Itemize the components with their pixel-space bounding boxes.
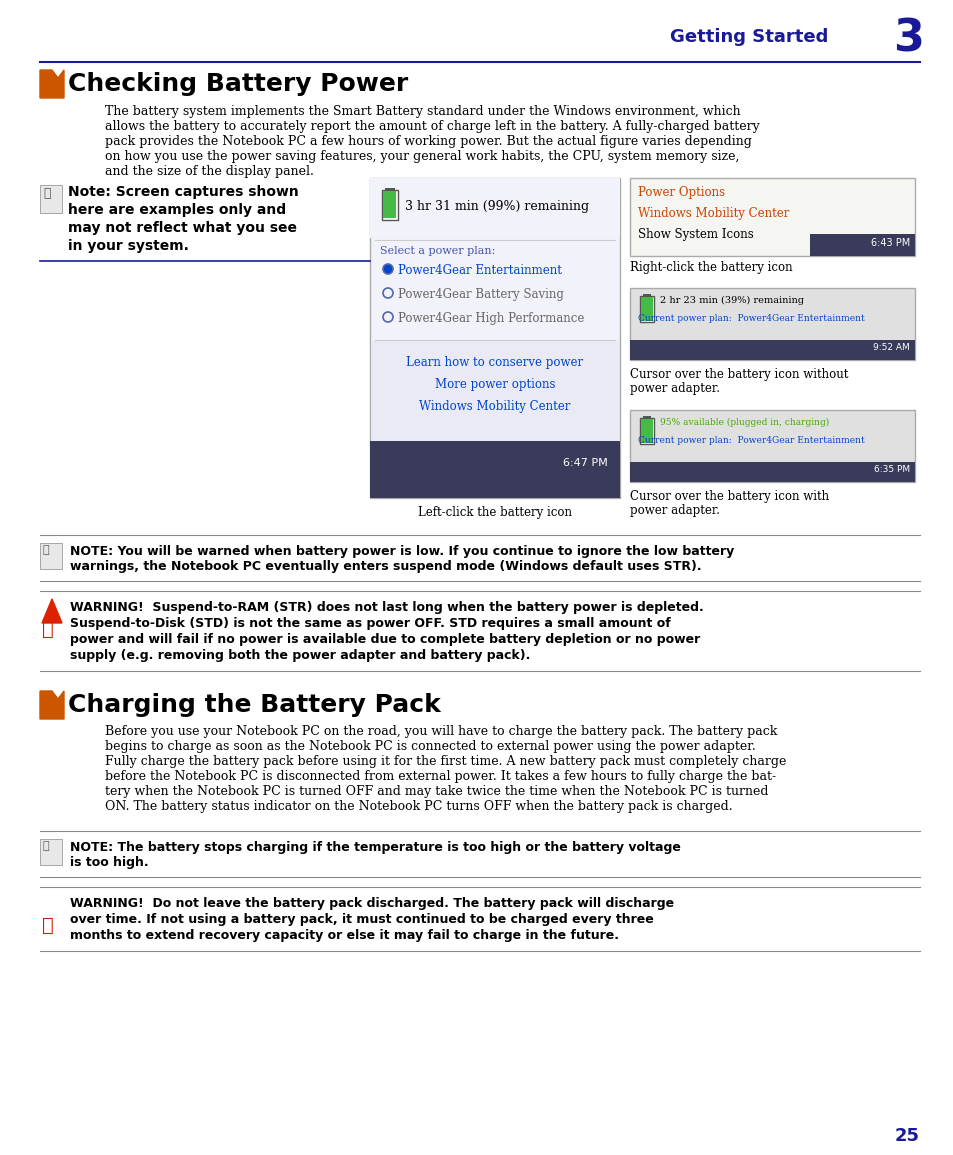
Text: Select a power plan:: Select a power plan: — [379, 246, 495, 256]
Text: Power4Gear Entertainment: Power4Gear Entertainment — [397, 264, 561, 277]
FancyBboxPatch shape — [385, 188, 395, 192]
Text: Power4Gear Battery Saving: Power4Gear Battery Saving — [397, 288, 563, 301]
Text: Right-click the battery icon: Right-click the battery icon — [629, 261, 792, 274]
Text: Checking Battery Power: Checking Battery Power — [68, 72, 408, 96]
FancyBboxPatch shape — [629, 462, 914, 482]
Polygon shape — [40, 70, 64, 98]
Text: allows the battery to accurately report the amount of charge left in the battery: allows the battery to accurately report … — [105, 120, 759, 133]
Text: Power4Gear High Performance: Power4Gear High Performance — [397, 312, 584, 325]
Text: warnings, the Notebook PC eventually enters suspend mode (Windows default uses S: warnings, the Notebook PC eventually ent… — [70, 560, 700, 573]
Text: 6:35 PM: 6:35 PM — [873, 465, 909, 474]
Text: pack provides the Notebook PC a few hours of working power. But the actual figur: pack provides the Notebook PC a few hour… — [105, 135, 751, 148]
Text: 3 hr 31 min (99%) remaining: 3 hr 31 min (99%) remaining — [405, 200, 589, 213]
FancyBboxPatch shape — [809, 234, 914, 256]
Text: Current power plan:  Power4Gear Entertainment: Current power plan: Power4Gear Entertain… — [638, 314, 863, 323]
Text: Suspend-to-Disk (STD) is not the same as power OFF. STD requires a small amount : Suspend-to-Disk (STD) is not the same as… — [70, 617, 670, 629]
FancyBboxPatch shape — [371, 341, 618, 441]
Text: months to extend recovery capacity or else it may fail to charge in the future.: months to extend recovery capacity or el… — [70, 929, 618, 942]
Text: tery when the Notebook PC is turned OFF and may take twice the time when the Not: tery when the Notebook PC is turned OFF … — [105, 785, 768, 798]
Text: NOTE: The battery stops charging if the temperature is too high or the battery v: NOTE: The battery stops charging if the … — [70, 841, 680, 854]
Text: ☎: ☎ — [42, 917, 53, 936]
Text: Note: Screen captures shown: Note: Screen captures shown — [68, 185, 298, 199]
FancyBboxPatch shape — [629, 340, 914, 360]
Text: power and will fail if no power is available due to complete battery depletion o: power and will fail if no power is avail… — [70, 633, 700, 646]
Text: Cursor over the battery icon with: Cursor over the battery icon with — [629, 490, 828, 502]
Text: Charging the Battery Pack: Charging the Battery Pack — [68, 693, 440, 717]
Text: over time. If not using a battery pack, it must continued to be charged every th: over time. If not using a battery pack, … — [70, 912, 653, 926]
Text: ✏: ✏ — [43, 187, 51, 200]
Text: supply (e.g. removing both the power adapter and battery pack).: supply (e.g. removing both the power ada… — [70, 649, 530, 662]
Text: ✏: ✏ — [43, 545, 50, 556]
Text: Power Options: Power Options — [638, 186, 724, 199]
Text: Learn how to conserve power: Learn how to conserve power — [406, 356, 583, 368]
FancyBboxPatch shape — [370, 178, 619, 498]
Text: 2 hr 23 min (39%) remaining: 2 hr 23 min (39%) remaining — [659, 296, 803, 305]
Text: here are examples only and: here are examples only and — [68, 203, 286, 217]
FancyBboxPatch shape — [40, 543, 62, 569]
Polygon shape — [40, 691, 64, 720]
Text: 6:43 PM: 6:43 PM — [870, 238, 909, 248]
FancyBboxPatch shape — [370, 441, 619, 498]
FancyBboxPatch shape — [370, 178, 619, 238]
Text: ☎: ☎ — [42, 621, 53, 639]
Text: 9:52 AM: 9:52 AM — [872, 343, 909, 352]
Text: ✏: ✏ — [43, 841, 50, 851]
Text: begins to charge as soon as the Notebook PC is connected to external power using: begins to charge as soon as the Notebook… — [105, 740, 755, 753]
FancyBboxPatch shape — [40, 839, 62, 865]
Text: Fully charge the battery pack before using it for the first time. A new battery : Fully charge the battery pack before usi… — [105, 755, 785, 768]
FancyBboxPatch shape — [629, 410, 914, 482]
Text: More power options: More power options — [435, 378, 555, 392]
FancyBboxPatch shape — [629, 178, 914, 256]
FancyBboxPatch shape — [640, 419, 652, 444]
Circle shape — [382, 264, 393, 274]
Text: Windows Mobility Center: Windows Mobility Center — [638, 207, 788, 219]
Text: in your system.: in your system. — [68, 239, 189, 253]
FancyBboxPatch shape — [642, 295, 650, 297]
Text: power adapter.: power adapter. — [629, 504, 720, 517]
FancyBboxPatch shape — [639, 418, 654, 444]
Text: may not reflect what you see: may not reflect what you see — [68, 221, 296, 234]
Text: on how you use the power saving features, your general work habits, the CPU, sys: on how you use the power saving features… — [105, 150, 739, 163]
Text: 6:47 PM: 6:47 PM — [562, 459, 607, 468]
Text: The battery system implements the Smart Battery standard under the Windows envir: The battery system implements the Smart … — [105, 105, 740, 118]
Text: Getting Started: Getting Started — [669, 28, 827, 46]
Text: before the Notebook PC is disconnected from external power. It takes a few hours: before the Notebook PC is disconnected f… — [105, 770, 776, 783]
FancyBboxPatch shape — [40, 185, 62, 213]
Text: Current power plan:  Power4Gear Entertainment: Current power plan: Power4Gear Entertain… — [638, 435, 863, 445]
FancyBboxPatch shape — [640, 297, 652, 321]
Text: NOTE: You will be warned when battery power is low. If you continue to ignore th: NOTE: You will be warned when battery po… — [70, 545, 734, 558]
Text: 95% available (plugged in, charging): 95% available (plugged in, charging) — [659, 418, 828, 427]
Text: Show System Icons: Show System Icons — [638, 228, 753, 241]
FancyBboxPatch shape — [639, 296, 654, 322]
Text: ON. The battery status indicator on the Notebook PC turns OFF when the battery p: ON. The battery status indicator on the … — [105, 800, 732, 813]
Text: Left-click the battery icon: Left-click the battery icon — [417, 506, 572, 519]
FancyBboxPatch shape — [381, 191, 397, 219]
Text: 25: 25 — [894, 1127, 919, 1145]
FancyBboxPatch shape — [642, 416, 650, 419]
Text: is too high.: is too high. — [70, 856, 149, 869]
Text: WARNING!  Suspend-to-RAM (STR) does not last long when the battery power is depl: WARNING! Suspend-to-RAM (STR) does not l… — [70, 601, 703, 614]
Text: 3: 3 — [892, 18, 923, 61]
Polygon shape — [42, 599, 62, 623]
Text: power adapter.: power adapter. — [629, 382, 720, 395]
Text: Before you use your Notebook PC on the road, you will have to charge the battery: Before you use your Notebook PC on the r… — [105, 725, 777, 738]
Text: and the size of the display panel.: and the size of the display panel. — [105, 165, 314, 178]
Text: WARNING!  Do not leave the battery pack discharged. The battery pack will discha: WARNING! Do not leave the battery pack d… — [70, 897, 674, 910]
FancyBboxPatch shape — [382, 191, 395, 218]
Text: Windows Mobility Center: Windows Mobility Center — [419, 400, 570, 413]
Text: Cursor over the battery icon without: Cursor over the battery icon without — [629, 368, 847, 381]
FancyBboxPatch shape — [629, 288, 914, 360]
